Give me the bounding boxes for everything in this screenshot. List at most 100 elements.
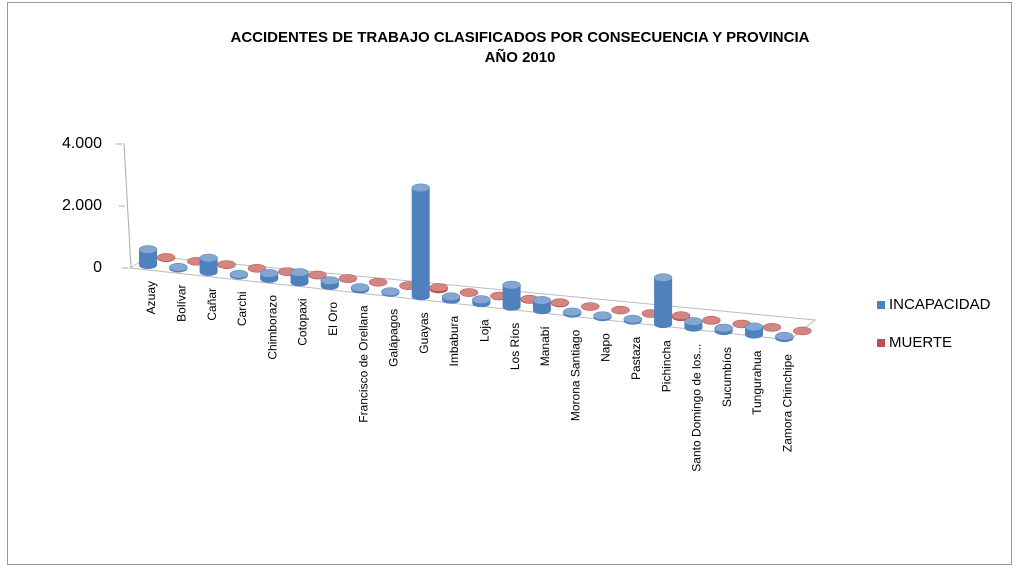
- cylinder-top: [199, 253, 218, 263]
- bar: [654, 277, 673, 325]
- cylinder-top: [320, 276, 340, 285]
- cylinder: [199, 253, 218, 276]
- cylinder: [793, 326, 812, 336]
- x-tick-label: Galápagos: [387, 309, 401, 367]
- x-tick-label: Cañar: [205, 288, 219, 321]
- cylinder: [562, 307, 582, 318]
- x-tick-label: El Oro: [326, 302, 340, 336]
- cylinder-top: [247, 264, 267, 273]
- cylinder-top: [623, 314, 643, 324]
- cylinder: [247, 264, 267, 273]
- x-tick-label: Tungurahua: [750, 350, 764, 415]
- cylinder-top: [762, 323, 782, 332]
- cylinder: [169, 262, 188, 273]
- x-tick-label: Azuay: [144, 281, 158, 314]
- cylinder-top: [744, 322, 764, 332]
- cylinder-top: [381, 287, 400, 296]
- cylinder: [702, 315, 721, 325]
- cylinder: [653, 273, 673, 329]
- x-tick-label: Chimborazo: [265, 295, 279, 360]
- cylinder: [156, 253, 176, 262]
- cylinder: [138, 245, 158, 269]
- y-tick-label: 2.000: [62, 197, 102, 214]
- x-tick-label: Zamora Chinchipe: [780, 354, 794, 452]
- legend-label: MUERTE: [889, 334, 952, 351]
- legend-swatch: [877, 339, 885, 347]
- cylinder-top: [259, 269, 279, 278]
- y-tick-label: 4.000: [62, 135, 102, 152]
- cylinder-top: [429, 283, 448, 292]
- x-tick-label: Loja: [477, 319, 491, 342]
- cylinder: [611, 305, 630, 315]
- bar: [502, 285, 521, 307]
- cylinder-top: [793, 326, 812, 336]
- cylinder: [459, 288, 479, 297]
- y-axis: [123, 142, 132, 269]
- cylinder: [411, 183, 430, 301]
- y-tick-label: 0: [93, 259, 102, 276]
- cylinder: [308, 270, 327, 280]
- cylinder: [684, 317, 703, 332]
- cylinder: [441, 292, 461, 304]
- x-tick-label: Cotopaxi: [296, 298, 310, 345]
- cylinder: [290, 268, 309, 287]
- x-tick-label: Santo Domingo de los...: [690, 344, 704, 472]
- bar: [532, 300, 551, 311]
- cylinder: [320, 276, 340, 290]
- cylinder: [338, 274, 358, 283]
- cylinder: [593, 311, 612, 322]
- cylinder-top: [441, 292, 461, 301]
- cylinder-top: [550, 298, 570, 307]
- cylinder: [429, 283, 448, 294]
- x-tick-label: Carchi: [235, 291, 249, 326]
- cylinder: [368, 277, 388, 287]
- cylinder-top: [593, 311, 612, 320]
- cylinder-top: [459, 288, 479, 297]
- cylinder-top: [580, 302, 600, 311]
- cylinder-top: [532, 296, 552, 305]
- cylinder-top: [502, 280, 521, 290]
- cylinder-top: [368, 277, 388, 287]
- cylinder: [532, 296, 552, 315]
- cylinder-top: [138, 245, 158, 254]
- cylinder-top: [611, 305, 630, 315]
- cylinder-top: [229, 269, 249, 279]
- bar: [411, 187, 430, 297]
- chart-subtitle: AÑO 2010: [485, 48, 556, 66]
- cylinder-top: [775, 331, 794, 341]
- cylinder: [217, 260, 236, 269]
- cylinder: [623, 314, 643, 325]
- cylinder-top: [411, 183, 430, 193]
- cylinder: [550, 298, 570, 308]
- cylinder-top: [653, 273, 673, 282]
- cylinder: [775, 331, 794, 343]
- cylinder: [762, 323, 782, 332]
- x-tick-label: Imbabura: [447, 315, 461, 366]
- cylinder: [502, 280, 521, 311]
- x-tick-label: Francisco de Orellana: [356, 305, 370, 423]
- x-tick-label: Pastaza: [629, 336, 643, 380]
- x-tick-label: Pichincha: [659, 340, 673, 392]
- cylinder: [381, 287, 400, 297]
- bar: [139, 249, 157, 265]
- x-tick-label: Bolívar: [174, 284, 188, 321]
- cylinder-top: [714, 323, 733, 333]
- cylinder: [259, 269, 279, 283]
- legend-swatch: [877, 301, 885, 309]
- x-tick-label: Guayas: [417, 312, 431, 353]
- cylinder: [350, 283, 370, 294]
- cylinder-top: [562, 307, 582, 317]
- cylinder-top: [338, 274, 358, 283]
- cylinder-top: [684, 317, 703, 326]
- cylinder: [580, 302, 600, 311]
- x-tick-label: Sucumbíos: [720, 347, 734, 407]
- cylinder: [714, 323, 733, 336]
- cylinder-top: [472, 295, 491, 304]
- chart-title: ACCIDENTES DE TRABAJO CLASIFICADOS POR C…: [231, 29, 810, 46]
- x-tick-label: Morona Santiago: [568, 329, 582, 421]
- cylinder-top: [156, 253, 176, 262]
- cylinder: [744, 322, 764, 339]
- cylinder-top: [350, 283, 370, 292]
- cylinder: [472, 295, 491, 308]
